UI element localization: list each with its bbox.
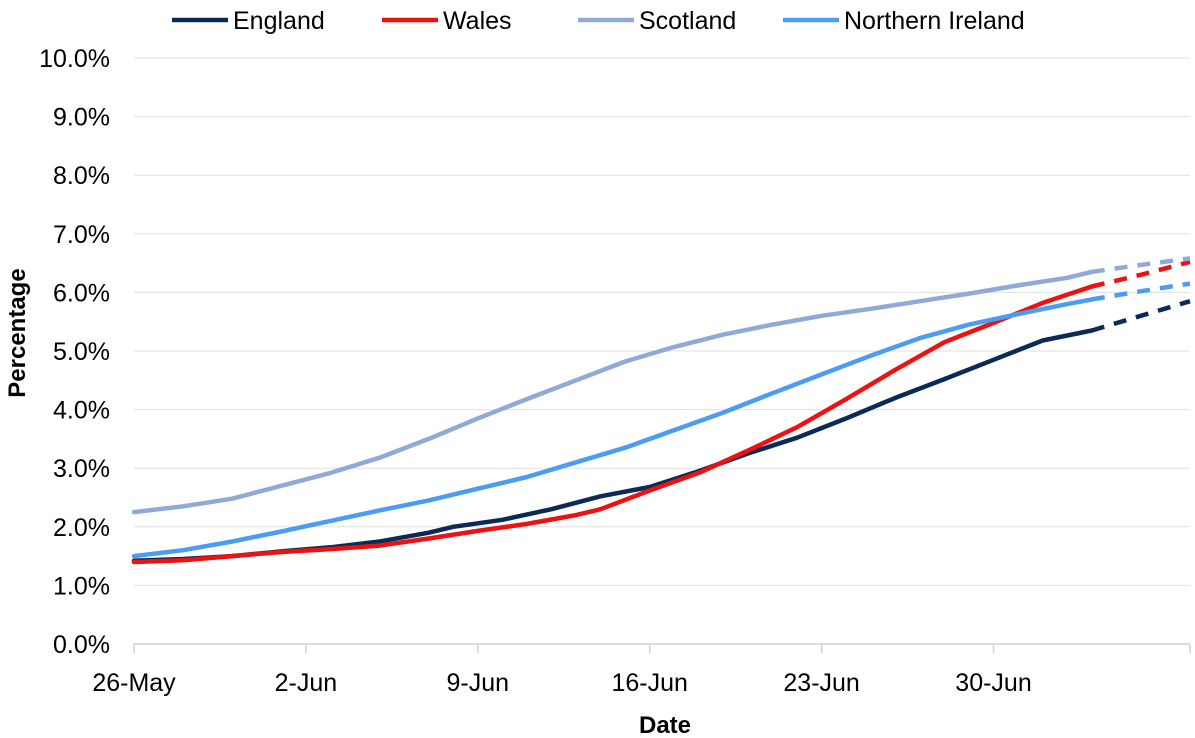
legend: England Wales Scotland Northern Ireland	[172, 7, 1025, 35]
x-tick-label: 16-Jun	[611, 669, 687, 697]
legend-item-northern-ireland: Northern Ireland	[783, 7, 1025, 35]
series-line-scotland	[131, 269, 1095, 515]
x-tick-label: 9-Jun	[447, 669, 510, 697]
x-axis-ticks: 26-May 2-Jun 9-Jun 16-Jun 23-Jun 30-Jun	[92, 669, 1031, 697]
series-projection-england	[1091, 299, 1191, 333]
x-axis-title: Date	[639, 712, 691, 738]
series-projection-wales	[1091, 259, 1191, 289]
x-tick-label: 23-Jun	[783, 669, 859, 697]
y-tick-label: 4.0%	[53, 397, 110, 425]
legend-label: Scotland	[639, 7, 736, 35]
series-lines	[131, 256, 1191, 565]
gridlines	[134, 57, 1190, 586]
y-tick-label: 10.0%	[39, 45, 110, 73]
y-tick-label: 6.0%	[53, 279, 110, 307]
y-tick-label: 9.0%	[53, 104, 110, 132]
legend-item-england: England	[172, 7, 325, 35]
y-tick-label: 8.0%	[53, 162, 110, 190]
y-tick-label: 3.0%	[53, 455, 110, 483]
y-tick-label: 0.0%	[53, 631, 110, 659]
y-tick-label: 2.0%	[53, 514, 110, 542]
series-line-wales	[131, 284, 1095, 565]
y-tick-label: 7.0%	[53, 221, 110, 249]
legend-label: Wales	[443, 7, 512, 35]
series-line-northern-ireland	[131, 297, 1095, 559]
x-tick-label: 30-Jun	[955, 669, 1031, 697]
legend-item-scotland: Scotland	[578, 7, 736, 35]
legend-item-wales: Wales	[382, 7, 512, 35]
y-tick-label: 5.0%	[53, 338, 110, 366]
series-projection-scotland	[1091, 256, 1191, 275]
legend-label: England	[233, 7, 325, 35]
y-tick-label: 1.0%	[53, 572, 110, 600]
x-axis	[133, 643, 1191, 653]
x-tick-label: 26-May	[92, 669, 176, 697]
x-tick-label: 2-Jun	[275, 669, 338, 697]
legend-label: Northern Ireland	[844, 7, 1025, 35]
y-axis-ticks: 0.0% 1.0% 2.0% 3.0% 4.0% 5.0% 6.0% 7.0% 8.0% 9.0%…	[39, 45, 110, 659]
series-projection-northern-ireland	[1091, 281, 1191, 302]
y-axis-title: Percentage	[4, 268, 31, 397]
